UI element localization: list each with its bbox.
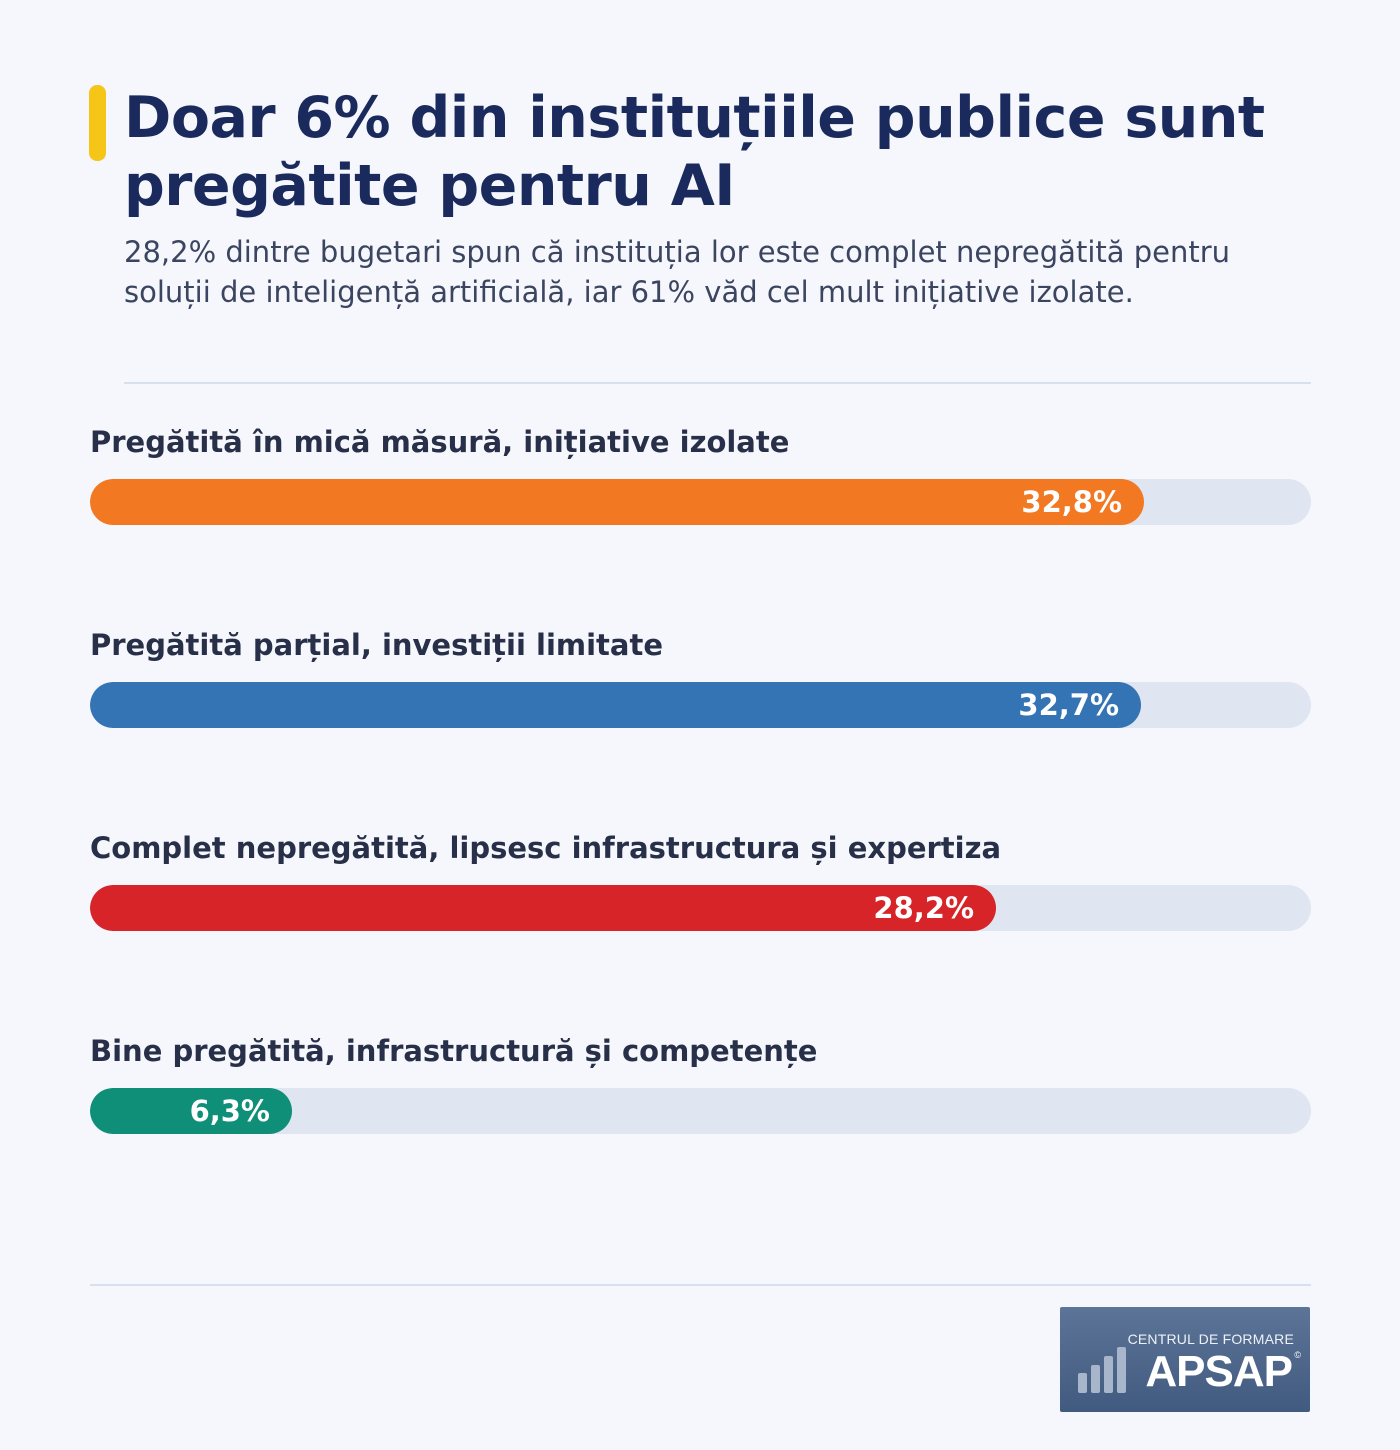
bar bbox=[90, 682, 1141, 728]
bar-track: 32,7% bbox=[90, 682, 1311, 728]
logo-subtitle: CENTRUL DE FORMARE bbox=[1127, 1331, 1294, 1347]
value-label: 32,8% bbox=[1021, 485, 1122, 519]
bar-track: 28,2% bbox=[90, 885, 1311, 931]
category-label: Bine pregătită, infrastructură și compet… bbox=[90, 1034, 818, 1068]
value-label: 32,7% bbox=[1018, 688, 1119, 722]
bar-row: Complet nepregătită, lipsesc infrastruct… bbox=[90, 830, 1311, 931]
bar bbox=[90, 1088, 292, 1134]
bottom-divider bbox=[90, 1284, 1311, 1286]
bar bbox=[90, 885, 996, 931]
logo-copyright-mark: © bbox=[1294, 1350, 1301, 1360]
bar-row: Pregătită parțial, investiții limitate 32… bbox=[90, 627, 1311, 728]
bar-track: 6,3% bbox=[90, 1088, 1311, 1134]
category-label: Complet nepregătită, lipsesc infrastruct… bbox=[90, 831, 1002, 865]
value-label: 28,2% bbox=[873, 891, 974, 925]
category-label: Pregătită parțial, investiții limitate bbox=[90, 628, 664, 662]
page-subtitle: 28,2% dintre bugetari spun că instituția… bbox=[124, 235, 1231, 309]
bar-row: Bine pregătită, infrastructură și compet… bbox=[90, 1033, 1311, 1134]
page-title: Doar 6% din instituțiile publice sunt pr… bbox=[124, 85, 1265, 219]
bar-row: Pregătită în mică măsură, inițiative izo… bbox=[90, 424, 1311, 525]
logo-name: APSAP bbox=[1145, 1347, 1293, 1396]
category-label: Pregătită în mică măsură, inițiative izo… bbox=[90, 425, 790, 459]
top-divider bbox=[124, 382, 1311, 384]
apsap-logo: CENTRUL DE FORMARE APSAP © bbox=[1060, 1307, 1310, 1412]
bar bbox=[90, 479, 1144, 525]
value-label: 6,3% bbox=[189, 1094, 270, 1128]
bar-track: 32,8% bbox=[90, 479, 1311, 525]
title-accent-bar bbox=[89, 85, 106, 161]
bar-chart-icon bbox=[1078, 1347, 1126, 1393]
